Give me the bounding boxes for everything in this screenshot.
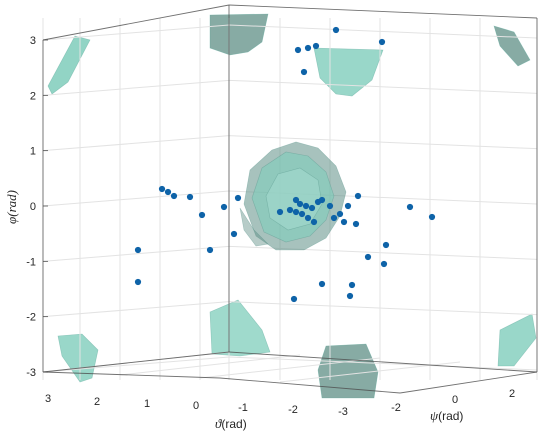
z-tick-label: 3 [30, 35, 36, 47]
data-point [164, 188, 172, 196]
data-point [406, 203, 414, 211]
data-point [158, 185, 166, 193]
y-tick-label: 0 [452, 394, 458, 406]
box-edge [42, 351, 230, 373]
data-point [428, 213, 436, 221]
isosurface-bottom-front [317, 343, 379, 399]
data-point [318, 196, 326, 204]
box-edge [399, 371, 538, 394]
points-layer [134, 26, 436, 303]
x-tick-label: 2 [94, 396, 100, 408]
data-point [234, 194, 242, 202]
isosurface-top-left [47, 35, 91, 95]
z-tick-label: -2 [26, 312, 36, 324]
gridline-floor [119, 354, 301, 376]
data-point [206, 246, 214, 254]
box-edge [42, 371, 221, 379]
data-point [336, 210, 344, 218]
data-point [318, 280, 326, 288]
data-point [382, 241, 390, 249]
x-tick-label: -3 [338, 406, 348, 418]
data-point [134, 246, 142, 254]
data-point [330, 214, 338, 222]
data-point [310, 218, 318, 226]
z-tick-label: 0 [30, 201, 36, 213]
data-point [134, 278, 142, 286]
data-point [354, 192, 362, 200]
isosurface-bottom-left [57, 333, 99, 383]
ticks-layer: 3 2 1 0 -1 -2 -3 3 2 1 0 -1 -2 -3 -2 0 2 [26, 35, 515, 418]
data-point [348, 281, 356, 289]
data-point [186, 193, 194, 201]
z-tick-label: -1 [26, 256, 36, 268]
gridline-floor [199, 357, 381, 379]
data-point [378, 38, 386, 46]
data-point [220, 203, 228, 211]
data-point [230, 230, 238, 238]
y-tick-label: -2 [391, 402, 401, 414]
gridline-z [42, 24, 538, 41]
data-point [312, 42, 320, 50]
data-point [304, 214, 312, 222]
data-point [296, 200, 304, 208]
data-point [332, 26, 340, 34]
x-tick-label: 0 [193, 400, 199, 412]
x-tick-label: 1 [144, 398, 150, 410]
data-point [364, 253, 372, 261]
isosurface-bottom-right [497, 313, 537, 367]
isosurface-top-right [313, 47, 384, 97]
gridline-z [42, 301, 538, 318]
y-axis-label: ψ(rad) [430, 408, 463, 423]
box-edge [228, 4, 538, 19]
data-point [300, 68, 308, 76]
data-point [344, 202, 352, 210]
z-tick-label: -3 [26, 367, 36, 379]
z-axis-label: φ(rad) [4, 190, 19, 224]
data-point [170, 192, 178, 200]
data-point [304, 44, 312, 52]
data-point [286, 206, 294, 214]
x-tick-label: -1 [238, 402, 248, 414]
x-tick-label: 3 [45, 393, 51, 405]
box-edge [228, 351, 538, 373]
isosurface-layer [47, 13, 537, 399]
data-point [302, 202, 310, 210]
x-axis-label: ϑ(rad) [215, 416, 247, 431]
data-point [326, 202, 334, 210]
data-point [290, 295, 298, 303]
data-point [292, 196, 300, 204]
box-edge [42, 4, 230, 41]
isosurface-center-3 [239, 207, 269, 247]
box-layer [42, 4, 538, 394]
isosurface-top-right-corner [493, 25, 531, 67]
data-point [198, 211, 206, 219]
y-tick-label: 2 [509, 388, 515, 400]
data-point [292, 208, 300, 216]
box-edge [219, 377, 401, 394]
isosurface-top-back [209, 13, 269, 56]
data-point [294, 46, 302, 54]
isosurface-bottom-back [209, 299, 271, 357]
x-tick-label: -2 [288, 404, 298, 416]
data-point [346, 292, 354, 300]
data-point [298, 210, 306, 218]
gridline-z [42, 79, 538, 96]
data-point [308, 204, 316, 212]
data-point [340, 218, 348, 226]
z-tick-label: 1 [30, 146, 36, 158]
data-point [352, 220, 360, 228]
data-point [380, 260, 388, 268]
data-point [276, 208, 284, 216]
z-tick-label: 2 [30, 90, 36, 102]
